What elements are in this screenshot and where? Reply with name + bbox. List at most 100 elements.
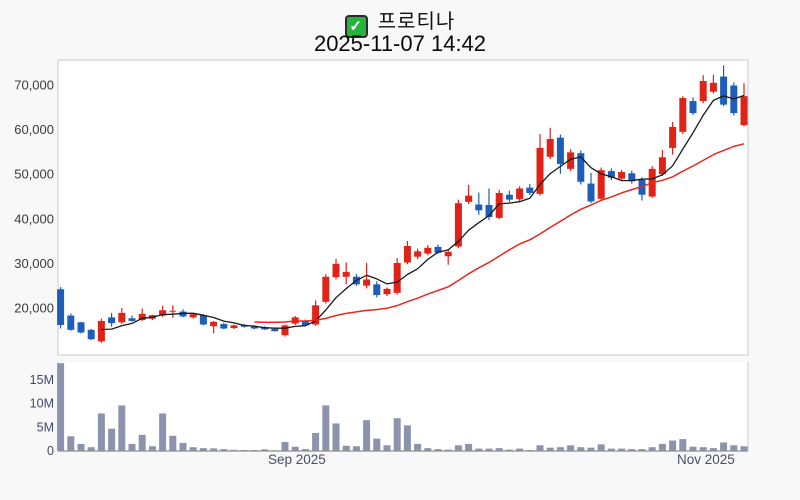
candle-body[interactable] xyxy=(97,320,105,342)
candle-body[interactable] xyxy=(271,328,279,332)
volume-bar[interactable] xyxy=(138,434,146,451)
volume-bar[interactable] xyxy=(567,445,575,451)
candle-body[interactable] xyxy=(536,147,544,194)
volume-bar[interactable] xyxy=(658,443,666,451)
candle-body[interactable] xyxy=(118,312,126,323)
candle-body[interactable] xyxy=(495,192,503,218)
volume-bar[interactable] xyxy=(312,432,320,451)
candle-body[interactable] xyxy=(199,315,207,325)
candle-body[interactable] xyxy=(424,247,432,254)
volume-bar[interactable] xyxy=(322,405,330,451)
candle-body[interactable] xyxy=(169,310,177,312)
candle-body[interactable] xyxy=(679,97,687,132)
candle-body[interactable] xyxy=(363,279,371,286)
candle-body[interactable] xyxy=(669,126,677,148)
candle-body[interactable] xyxy=(87,329,95,340)
candle-body[interactable] xyxy=(505,194,513,200)
volume-bar[interactable] xyxy=(383,445,391,451)
candle-body[interactable] xyxy=(628,173,636,182)
candle-body[interactable] xyxy=(546,138,554,157)
volume-bar[interactable] xyxy=(352,446,360,451)
candle-body[interactable] xyxy=(618,171,626,179)
volume-bar[interactable] xyxy=(434,449,442,451)
volume-bar[interactable] xyxy=(87,447,95,451)
volume-bar[interactable] xyxy=(403,425,411,451)
candle-body[interactable] xyxy=(312,305,320,325)
volume-bar[interactable] xyxy=(485,448,493,451)
candle-body[interactable] xyxy=(587,183,595,202)
volume-bar[interactable] xyxy=(220,449,228,451)
candle-body[interactable] xyxy=(556,137,564,164)
volume-bar[interactable] xyxy=(536,445,544,451)
candle-body[interactable] xyxy=(475,204,483,211)
candle-body[interactable] xyxy=(301,320,309,326)
volume-bar[interactable] xyxy=(720,442,728,451)
candle-body[interactable] xyxy=(138,313,146,321)
candle-body[interactable] xyxy=(414,251,422,257)
volume-bar[interactable] xyxy=(587,447,595,451)
volume-bar[interactable] xyxy=(261,449,269,451)
volume-bar[interactable] xyxy=(740,446,748,451)
candle-body[interactable] xyxy=(342,271,350,277)
candle-body[interactable] xyxy=(108,317,116,324)
volume-bar[interactable] xyxy=(77,443,85,451)
candle-body[interactable] xyxy=(159,310,167,316)
candle-body[interactable] xyxy=(210,321,218,327)
candle-body[interactable] xyxy=(230,325,238,329)
volume-bar[interactable] xyxy=(505,449,513,451)
volume-bar[interactable] xyxy=(475,448,483,451)
volume-bar[interactable] xyxy=(638,449,646,451)
volume-bar[interactable] xyxy=(709,448,717,451)
candle-body[interactable] xyxy=(220,324,228,329)
candle-body[interactable] xyxy=(689,101,697,114)
volume-bar[interactable] xyxy=(97,413,105,451)
candle-body[interactable] xyxy=(179,311,187,317)
volume-bar[interactable] xyxy=(495,448,503,451)
candle-body[interactable] xyxy=(526,187,534,193)
candle-body[interactable] xyxy=(189,314,197,318)
volume-bar[interactable] xyxy=(414,443,422,451)
candle-body[interactable] xyxy=(373,284,381,296)
candle-body[interactable] xyxy=(597,170,605,199)
volume-bar[interactable] xyxy=(679,439,687,451)
candle-body[interactable] xyxy=(720,76,728,105)
volume-bar[interactable] xyxy=(393,418,401,451)
candle-body[interactable] xyxy=(434,246,442,253)
volume-bar[interactable] xyxy=(148,446,156,451)
candle-body[interactable] xyxy=(485,204,493,218)
volume-bar[interactable] xyxy=(628,449,636,451)
volume-bar[interactable] xyxy=(648,447,656,451)
candle-body[interactable] xyxy=(465,195,473,202)
volume-bar[interactable] xyxy=(108,428,116,451)
candle-body[interactable] xyxy=(281,325,289,336)
volume-bar[interactable] xyxy=(210,448,218,451)
candle-body[interactable] xyxy=(740,96,748,126)
volume-bar[interactable] xyxy=(67,436,75,451)
volume-bar[interactable] xyxy=(199,448,207,451)
candle-body[interactable] xyxy=(128,318,136,321)
volume-bar[interactable] xyxy=(699,447,707,451)
volume-bar[interactable] xyxy=(159,413,167,451)
volume-bar[interactable] xyxy=(424,448,432,451)
candle-body[interactable] xyxy=(567,152,575,169)
volume-bar[interactable] xyxy=(444,449,452,451)
candle-body[interactable] xyxy=(383,288,391,295)
volume-bar[interactable] xyxy=(57,363,65,451)
candle-body[interactable] xyxy=(250,326,258,329)
candle-body[interactable] xyxy=(516,188,524,200)
volume-bar[interactable] xyxy=(556,447,564,451)
volume-bar[interactable] xyxy=(179,442,187,451)
volume-bar[interactable] xyxy=(169,435,177,451)
volume-bar[interactable] xyxy=(618,448,626,451)
volume-bar[interactable] xyxy=(301,449,309,451)
candle-body[interactable] xyxy=(709,82,717,92)
volume-bar[interactable] xyxy=(373,438,381,451)
volume-bar[interactable] xyxy=(291,446,299,451)
candle-body[interactable] xyxy=(67,315,75,330)
candle-body[interactable] xyxy=(77,322,85,333)
candle-body[interactable] xyxy=(322,276,330,302)
volume-bar[interactable] xyxy=(607,448,615,451)
volume-bar[interactable] xyxy=(597,444,605,451)
candle-body[interactable] xyxy=(658,157,666,175)
candle-body[interactable] xyxy=(699,81,707,102)
